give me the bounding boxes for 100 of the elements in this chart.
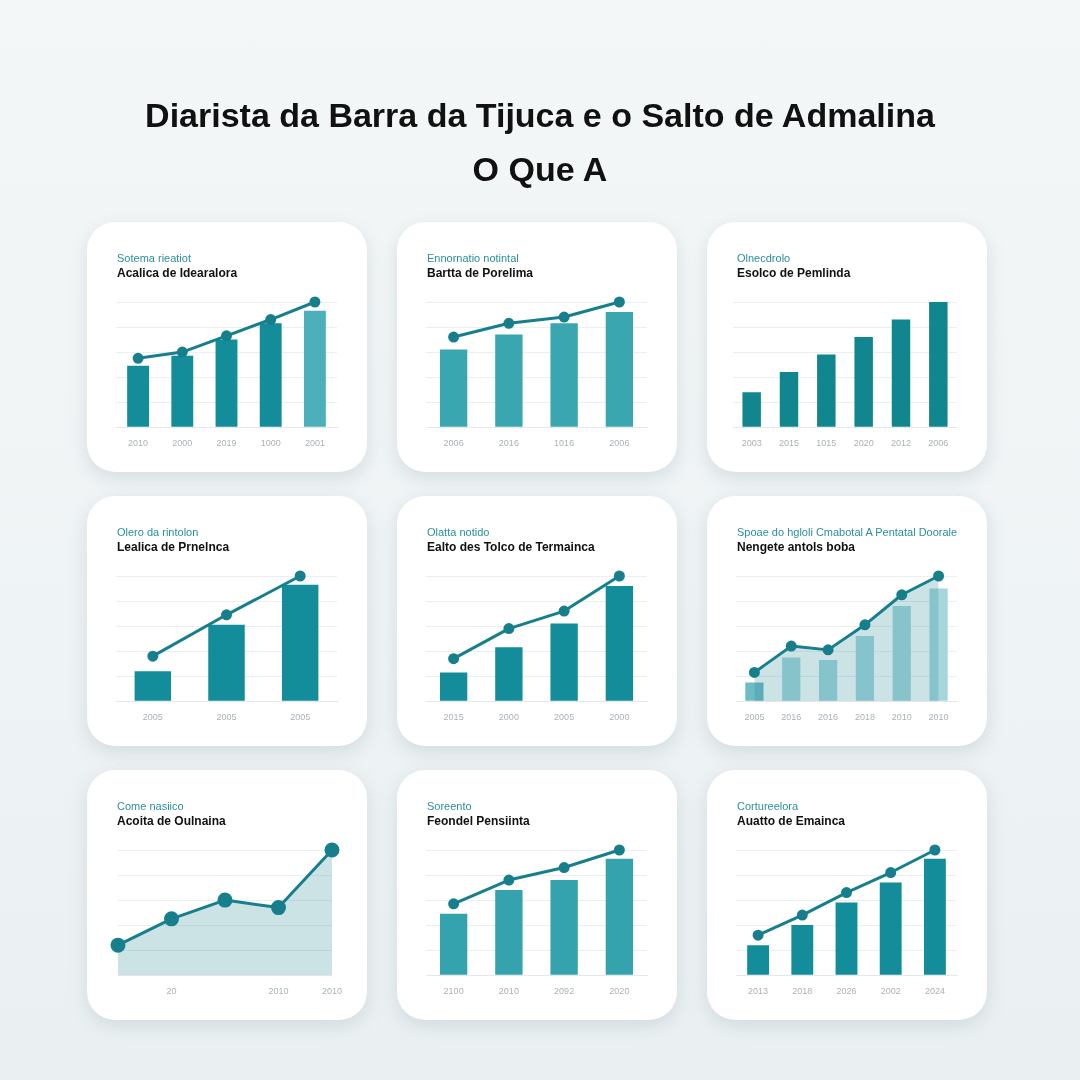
bar bbox=[879, 882, 902, 975]
bar bbox=[303, 310, 326, 427]
bar bbox=[742, 392, 761, 427]
point bbox=[110, 937, 126, 953]
bar bbox=[215, 339, 238, 427]
bar bbox=[495, 334, 523, 427]
chart-subtitle: Olero da rintolon bbox=[117, 526, 200, 539]
point bbox=[503, 317, 515, 329]
bar bbox=[779, 372, 799, 427]
point bbox=[132, 352, 144, 364]
point bbox=[752, 929, 764, 941]
point bbox=[859, 619, 871, 631]
point bbox=[929, 844, 941, 856]
x-tick-label: 2100 bbox=[443, 986, 464, 997]
x-tick-label: 2005 bbox=[554, 712, 575, 723]
point bbox=[796, 909, 808, 921]
bar bbox=[817, 354, 836, 427]
x-tick-label: 1015 bbox=[816, 438, 837, 449]
x-tick-label: 2005 bbox=[216, 712, 237, 723]
bar bbox=[745, 682, 764, 701]
point bbox=[221, 330, 232, 342]
point bbox=[448, 331, 460, 343]
bar bbox=[892, 606, 911, 701]
x-tick-label: 2000 bbox=[172, 438, 193, 449]
point bbox=[324, 842, 340, 858]
x-tick-label: 1000 bbox=[260, 438, 281, 449]
bar bbox=[923, 858, 946, 975]
chart-subtitle: Ennornatio notintal bbox=[427, 252, 520, 265]
x-tick-label: 2018 bbox=[854, 712, 875, 723]
x-tick-label: 2002 bbox=[880, 986, 901, 997]
x-tick-label: 2012 bbox=[890, 438, 912, 449]
chart-subtitle: Sotema rieatiot bbox=[117, 252, 192, 265]
chart-title: Bartta de Porelima bbox=[427, 265, 535, 281]
point bbox=[448, 898, 460, 910]
x-tick-label: 2015 bbox=[778, 438, 800, 449]
point bbox=[503, 623, 515, 635]
point bbox=[558, 311, 570, 323]
x-tick-label: 2005 bbox=[744, 712, 765, 723]
x-tick-label: 2015 bbox=[443, 712, 464, 723]
chart-subtitle: Olnecdrolo bbox=[737, 252, 792, 265]
bar bbox=[495, 890, 523, 975]
x-tick-label: 2005 bbox=[290, 712, 311, 723]
point bbox=[885, 867, 897, 879]
point bbox=[448, 653, 460, 665]
point bbox=[785, 640, 797, 652]
point bbox=[822, 644, 834, 656]
bar bbox=[855, 636, 875, 701]
bar bbox=[550, 880, 578, 975]
chart-subtitle: Come nasiico bbox=[117, 800, 185, 813]
point bbox=[841, 887, 852, 899]
x-tick-label: 2020 bbox=[609, 986, 630, 997]
x-tick-label: 2026 bbox=[836, 986, 857, 997]
bar bbox=[835, 902, 858, 975]
x-tick-label: 2010 bbox=[128, 438, 149, 449]
x-tick-label: 2016 bbox=[818, 712, 839, 723]
bar bbox=[854, 337, 873, 427]
x-tick-label: 2019 bbox=[216, 438, 237, 449]
bar bbox=[605, 586, 634, 701]
x-tick-label: 2005 bbox=[142, 712, 163, 723]
x-tick-label: 2003 bbox=[741, 438, 762, 449]
bar bbox=[259, 323, 282, 427]
point bbox=[270, 900, 286, 916]
x-tick-label: 2006 bbox=[443, 438, 464, 449]
point bbox=[558, 605, 570, 617]
bar bbox=[891, 319, 911, 427]
chart-subtitle: Spoae do hgloli Cmabotal A Pentatal Doorale bbox=[737, 526, 959, 539]
point bbox=[558, 862, 570, 874]
bar bbox=[439, 349, 468, 427]
chart-subtitle: Olatta notido bbox=[427, 526, 491, 539]
x-tick-label: 2010 bbox=[928, 712, 949, 723]
x-tick-label: 2006 bbox=[609, 438, 630, 449]
point bbox=[217, 892, 233, 908]
point bbox=[933, 570, 945, 582]
point bbox=[309, 296, 321, 308]
text: Diarista da Barra da Tijuca e o Salto de Admalina bbox=[144, 95, 936, 136]
chart-title: Nengete antols boba bbox=[737, 539, 856, 555]
chart-title: Esolco de Pemlinda bbox=[737, 265, 852, 281]
x-tick-label: 2020 bbox=[853, 438, 874, 449]
bar bbox=[818, 659, 838, 701]
chart-title: Ealto des Tolco de Termainca bbox=[427, 539, 596, 555]
bar bbox=[605, 312, 634, 427]
bar bbox=[439, 913, 468, 975]
chart-title: Acoita de Oulnaina bbox=[117, 813, 227, 829]
point bbox=[613, 844, 625, 856]
bar bbox=[782, 657, 801, 701]
chart-title: Acalica de Idearalora bbox=[117, 265, 239, 281]
x-tick-label: 2000 bbox=[498, 712, 519, 723]
bar bbox=[550, 323, 578, 427]
bar bbox=[929, 588, 948, 701]
point bbox=[176, 346, 188, 358]
x-tick-label: 2016 bbox=[498, 438, 519, 449]
bar bbox=[495, 647, 523, 701]
x-tick-label: 20 bbox=[166, 986, 177, 997]
chart-subtitle: Cortureelora bbox=[737, 800, 800, 813]
point bbox=[164, 911, 179, 927]
point bbox=[503, 874, 515, 886]
x-tick-label: 2010 bbox=[498, 986, 519, 997]
bar bbox=[747, 945, 770, 975]
x-tick-label: 2010 bbox=[321, 986, 342, 997]
point bbox=[613, 296, 625, 308]
